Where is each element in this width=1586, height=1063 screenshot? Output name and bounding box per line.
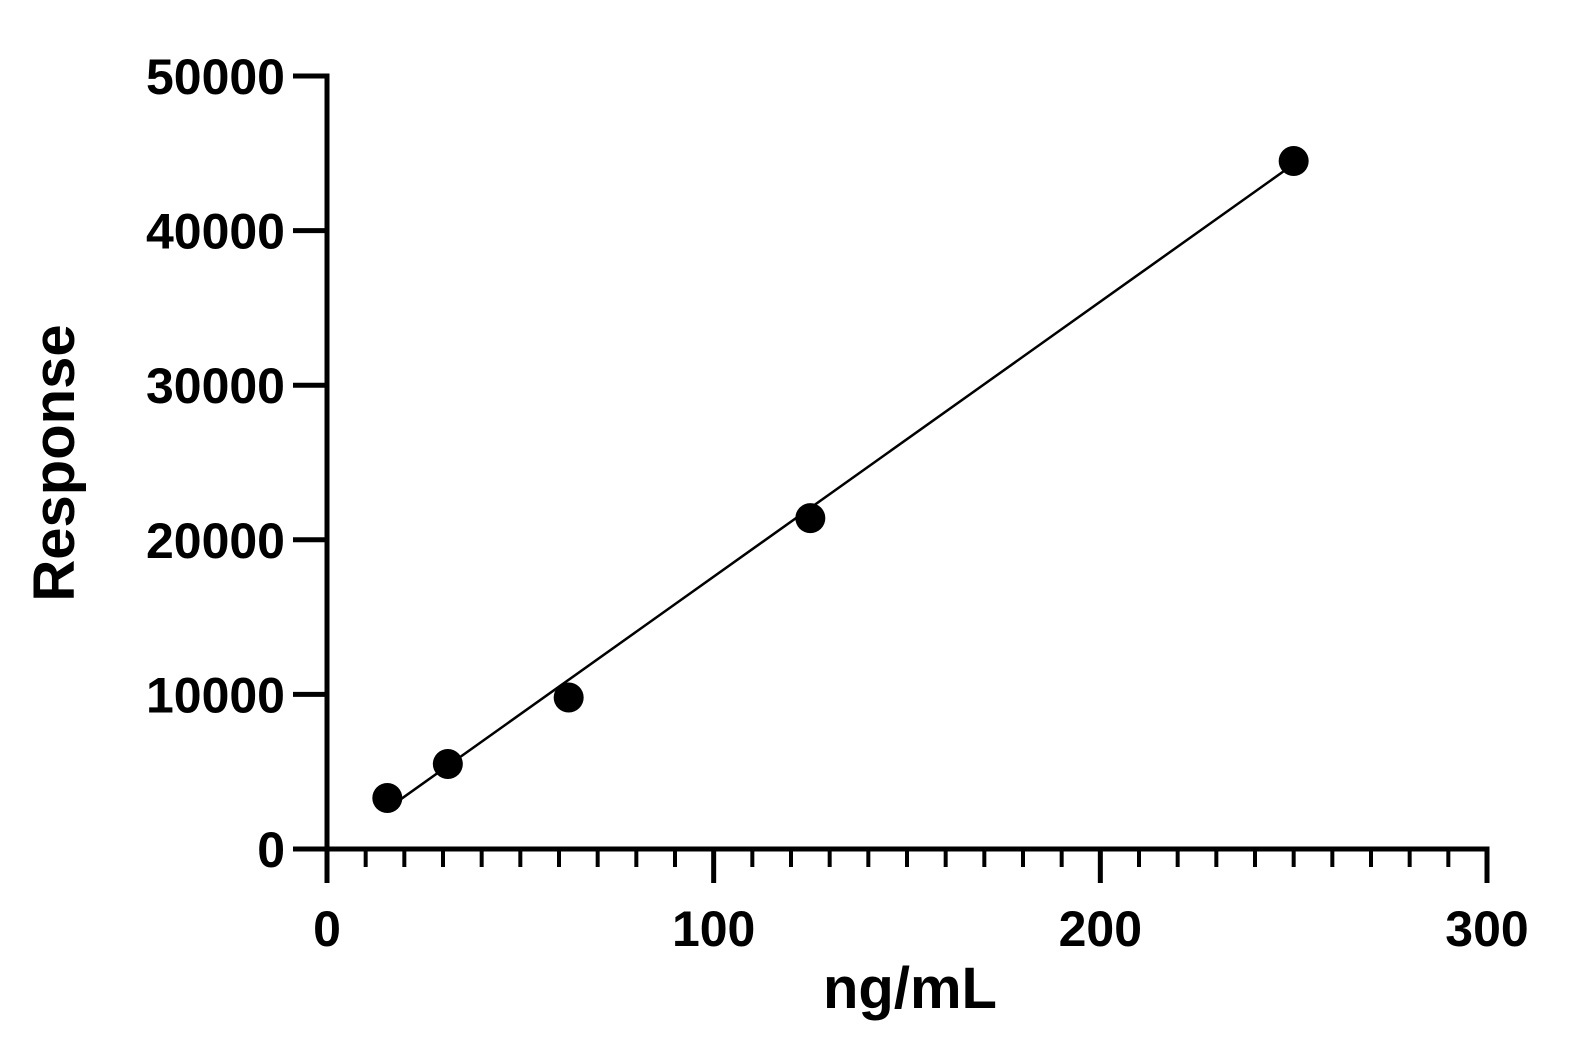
- data-point: [372, 782, 403, 813]
- y-tick-label: 10000: [146, 667, 285, 723]
- x-tick-labels: 0 100 200 300: [313, 901, 1529, 957]
- data-point: [1278, 146, 1309, 177]
- regression-line: [386, 163, 1295, 810]
- data-points: [372, 146, 1309, 813]
- data-point: [795, 503, 826, 534]
- x-tick-label: 100: [672, 901, 755, 957]
- y-tick-label: 30000: [146, 358, 285, 414]
- y-tick-label: 40000: [146, 204, 285, 260]
- data-point: [432, 748, 463, 779]
- y-axis-title: Response: [22, 324, 87, 601]
- y-tick-labels: 0 10000 20000 30000 40000 50000: [146, 49, 285, 878]
- y-tick-label: 50000: [146, 49, 285, 105]
- x-axis-title: ng/mL: [823, 956, 997, 1021]
- x-minor-ticks: [363, 849, 1451, 867]
- x-tick-label: 200: [1059, 901, 1142, 957]
- y-tick-label: 20000: [146, 513, 285, 569]
- axis-major-ticks: [293, 73, 1490, 883]
- y-tick-label: 0: [257, 822, 285, 878]
- data-point: [553, 682, 584, 713]
- x-tick-label: 0: [313, 901, 341, 957]
- x-tick-label: 300: [1445, 901, 1528, 957]
